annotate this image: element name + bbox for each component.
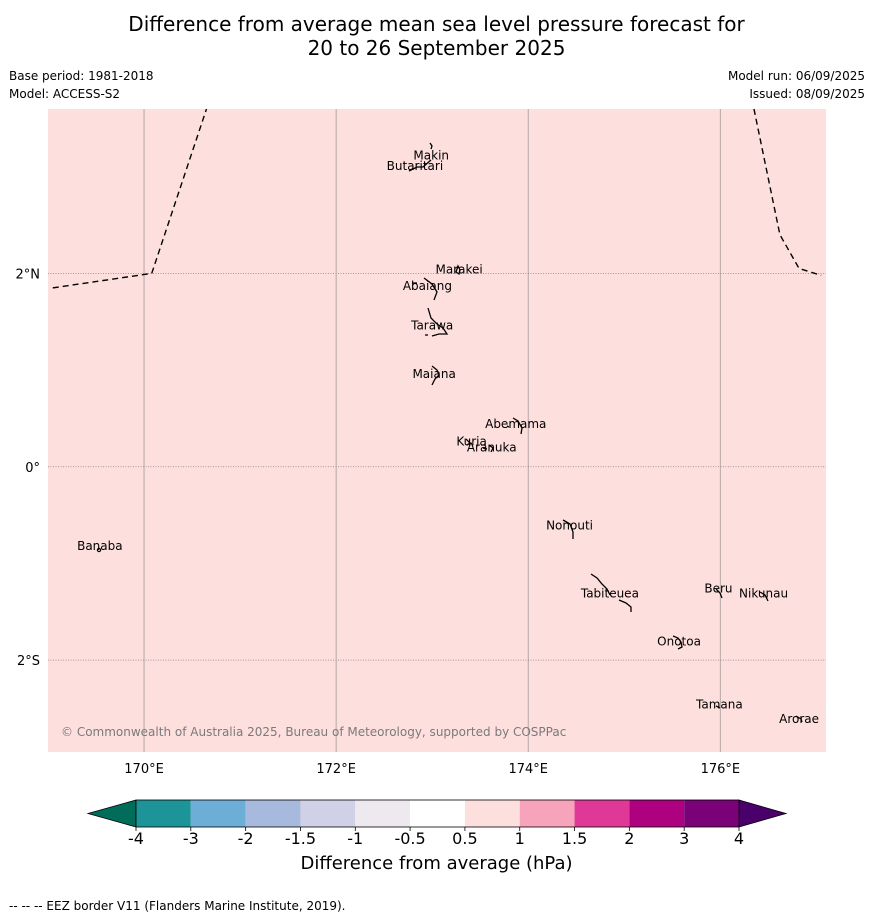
islands [96, 142, 803, 723]
island-label: Banaba [77, 539, 123, 553]
axis-labels: 170°E 172°E 174°E 176°E 2°N 0° 2°S [16, 267, 741, 777]
island-label: Abemama [485, 417, 546, 431]
eez-border-line [753, 108, 822, 276]
colorbar: -4 -3 -2 -1.5 -1 -0.5 0.5 1 1.5 2 3 4 [86, 799, 788, 848]
lat-tick-label: 2°N [16, 267, 41, 282]
colorbar-tick-label: -2 [238, 829, 254, 848]
island-label: Arorae [779, 712, 819, 726]
colorbar-bin [574, 800, 630, 827]
island-label: Beru [704, 581, 732, 595]
island-label: Onotoa [657, 635, 701, 649]
colorbar-bin [519, 800, 575, 827]
meta-left: Base period: 1981-2018 Model: ACCESS-S2 [9, 67, 154, 103]
island-label: Abaiang [403, 279, 452, 293]
island-label: Marakei [435, 262, 482, 276]
colorbar-tick-label: -1.5 [285, 829, 316, 848]
issued-date: Issued: 08/09/2025 [749, 87, 865, 101]
colorbar-title: Difference from average (hPa) [300, 853, 573, 874]
island-label: Aranuka [467, 440, 517, 454]
colorbar-tick-label: -1 [347, 829, 363, 848]
colorbar-tick-label: 4 [734, 829, 744, 848]
colorbar-high-extend [738, 799, 788, 828]
island-label: Maiana [412, 367, 455, 381]
island-label: Butaritari [387, 159, 444, 173]
colorbar-bin [629, 800, 685, 827]
colorbar-bin [464, 800, 520, 827]
copyright-text: © Commonwealth of Australia 2025, Bureau… [61, 725, 566, 739]
colorbar-tick-label: -4 [128, 829, 144, 848]
graticule [48, 109, 826, 752]
colorbar-low-extend [86, 799, 137, 828]
footer-note: -- -- -- EEZ border V11 (Flanders Marine… [9, 899, 346, 913]
lat-tick-label: 0° [25, 461, 40, 476]
colorbar-bin [245, 800, 301, 827]
colorbar-tick-label: 0.5 [452, 829, 477, 848]
island-label: Makin [413, 148, 449, 162]
lon-tick-label: 172°E [316, 762, 356, 777]
island-label: Tamana [695, 697, 743, 711]
colorbar-bin [136, 800, 191, 827]
colorbar-tick-label: -3 [183, 829, 199, 848]
colorbar-frame [135, 799, 740, 828]
colorbar-tick-label: 3 [679, 829, 689, 848]
map-title: Difference from average mean sea level p… [0, 12, 873, 60]
colorbar-bin [355, 800, 411, 827]
colorbar-tick-label: 1 [515, 829, 525, 848]
lon-tick-label: 174°E [508, 762, 548, 777]
title-line-2: 20 to 26 September 2025 [307, 36, 566, 60]
island-label: Nikunau [739, 586, 788, 600]
model-run: Model run: 06/09/2025 [727, 69, 865, 83]
island-label: Tarawa [410, 318, 453, 332]
lat-tick-label: 2°S [17, 654, 40, 669]
island-label: Tabiteuea [580, 586, 639, 600]
colorbar-tick-label: 1.5 [562, 829, 587, 848]
colorbar-tick-label: 2 [624, 829, 634, 848]
eez-boundaries [52, 108, 822, 289]
lon-tick-label: 176°E [701, 762, 741, 777]
model-name: Model: ACCESS-S2 [9, 87, 121, 101]
meta-right: Model run: 06/09/2025 Issued: 08/09/2025 [728, 67, 865, 103]
title-line-1: Difference from average mean sea level p… [128, 12, 745, 36]
colorbar-bin [300, 800, 356, 827]
island-label: Nonouti [546, 519, 593, 533]
island-label: Kuria [456, 434, 487, 448]
colorbar-bin [190, 800, 246, 827]
colorbar-bin [410, 800, 465, 827]
lon-tick-label: 170°E [124, 762, 164, 777]
colorbar-bin [684, 800, 739, 827]
base-period: Base period: 1981-2018 [9, 69, 154, 83]
eez-border-line [52, 108, 208, 289]
map-background [48, 109, 826, 752]
colorbar-tick-label: -0.5 [394, 829, 425, 848]
